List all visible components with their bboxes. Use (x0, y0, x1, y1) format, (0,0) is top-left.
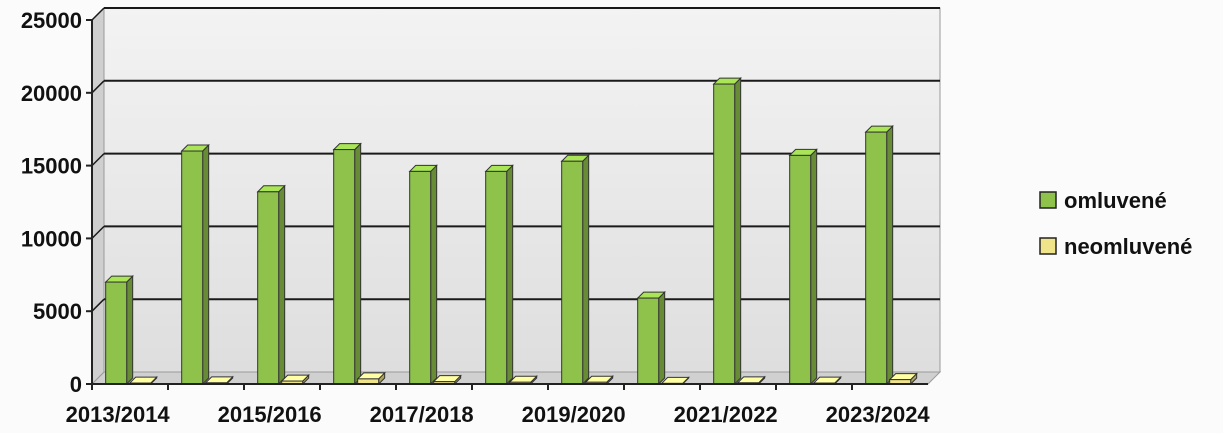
bar-front (714, 84, 735, 384)
bar-omluvene (638, 292, 665, 384)
y-tick-label: 20000 (21, 81, 82, 106)
bar-front (106, 282, 127, 384)
y-tick-label: 0 (70, 372, 82, 397)
x-tick-label: 2019/2020 (522, 402, 626, 427)
bar-side (279, 186, 285, 384)
bar-omluvene (790, 149, 817, 384)
bar-omluvene (562, 155, 589, 384)
x-tick-label: 2017/2018 (370, 402, 474, 427)
bar-side (355, 144, 361, 384)
bar-front (790, 155, 811, 384)
bar-omluvene (714, 78, 741, 384)
legend-label: neomluvené (1064, 234, 1192, 259)
legend-label: omluvené (1064, 188, 1167, 213)
bar-front (410, 171, 431, 384)
x-tick-label: 2013/2014 (66, 402, 171, 427)
bar-omluvene (258, 186, 285, 384)
bar-omluvene (106, 276, 133, 384)
plot-side-wall (92, 8, 104, 384)
bar-neomluvene (358, 373, 385, 384)
bar-omluvene (182, 145, 209, 384)
bar-neomluvene (434, 376, 461, 384)
legend: omluvené neomluvené (1040, 188, 1192, 259)
bar-side (431, 165, 437, 384)
bar-neomluvene (890, 374, 917, 384)
x-tick-label: 2023/2024 (826, 402, 931, 427)
legend-swatch (1040, 192, 1056, 208)
bar-front (258, 192, 279, 384)
bar-side (887, 126, 893, 384)
y-tick-label: 15000 (21, 154, 82, 179)
bar-side (507, 165, 513, 384)
bar-side (203, 145, 209, 384)
bar-front (334, 150, 355, 384)
bar-omluvene (334, 144, 361, 384)
bar-omluvene (410, 165, 437, 384)
bar-omluvene (486, 165, 513, 384)
bar-omluvene (866, 126, 893, 384)
y-tick-label: 5000 (33, 299, 82, 324)
bar-side (583, 155, 589, 384)
bar-side (811, 149, 817, 384)
bar-front (486, 171, 507, 384)
bar-neomluvene (282, 375, 309, 384)
y-tick-label: 10000 (21, 226, 82, 251)
bar-side (659, 292, 665, 384)
y-tick-label: 25000 (21, 8, 82, 33)
bar-front (182, 151, 203, 384)
bar-side (735, 78, 741, 384)
x-tick-label: 2021/2022 (674, 402, 778, 427)
bar-front (562, 161, 583, 384)
bar-front (866, 132, 887, 384)
x-tick-label: 2015/2016 (218, 402, 322, 427)
bar-front (638, 298, 659, 384)
bar-side (127, 276, 133, 384)
legend-swatch (1040, 238, 1056, 254)
